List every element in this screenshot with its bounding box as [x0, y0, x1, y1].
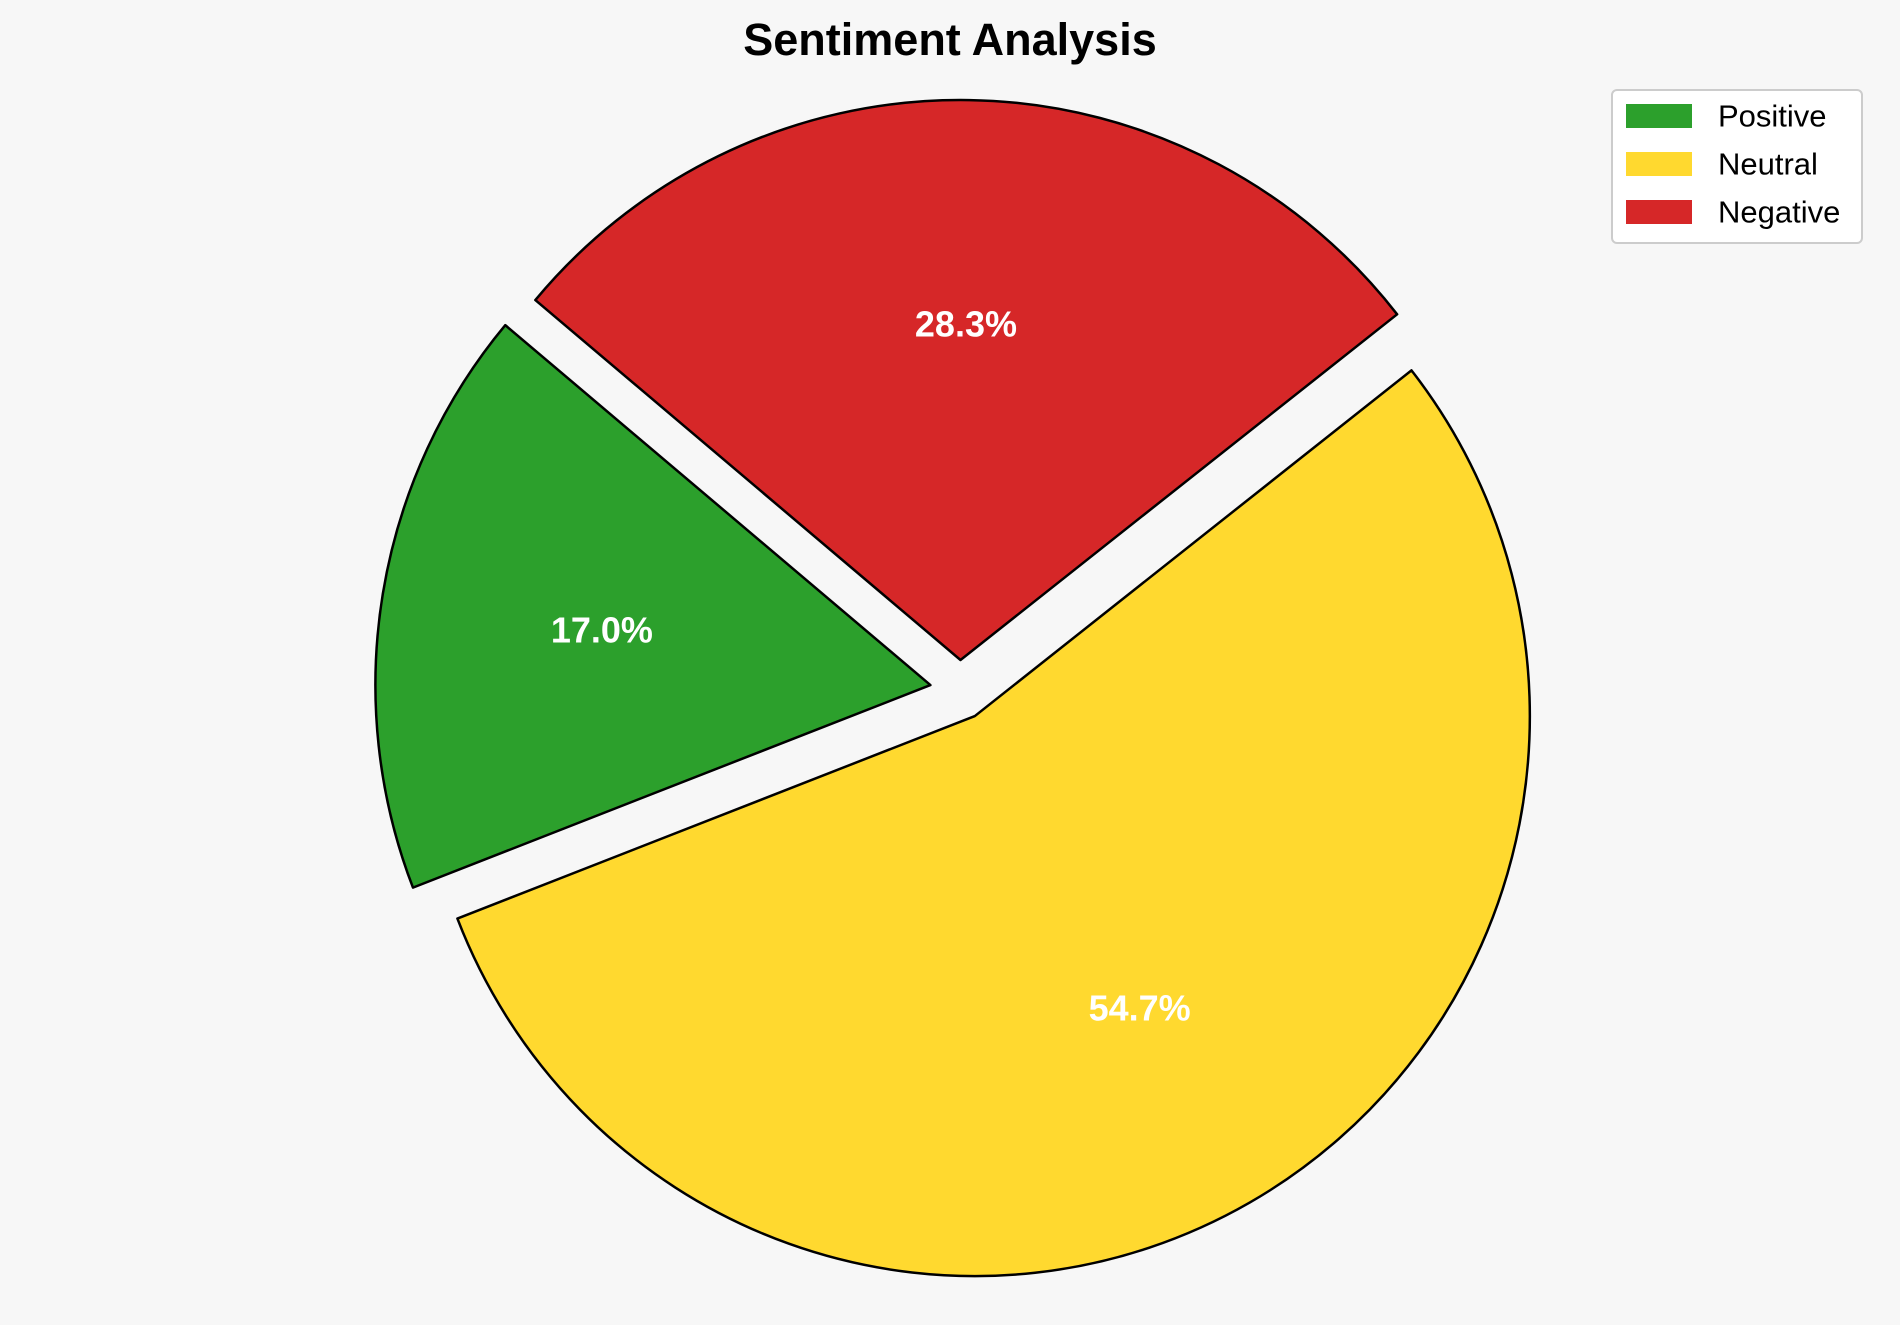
- slice-label-negative: 28.3%: [915, 304, 1017, 345]
- legend-swatch-positive: [1626, 104, 1692, 128]
- legend-swatch-neutral: [1626, 152, 1692, 176]
- slice-label-neutral: 54.7%: [1089, 988, 1191, 1029]
- pie-slice-neutral: [456, 369, 1532, 1278]
- legend-swatch-negative: [1626, 200, 1692, 224]
- pie-slice-positive: [374, 323, 932, 889]
- legend-items: Positive Neutral Negative: [1626, 99, 1840, 230]
- legend: Positive Neutral Negative: [1611, 89, 1863, 244]
- slice-label-positive: 17.0%: [551, 610, 653, 651]
- legend-label-neutral: Neutral: [1718, 147, 1818, 182]
- pie-slice-labels: 17.0% 54.7% 28.3%: [551, 304, 1191, 1029]
- legend-label-positive: Positive: [1718, 99, 1827, 134]
- chart-title: Sentiment Analysis: [743, 14, 1156, 65]
- pie-slices: [374, 98, 1532, 1278]
- pie-slice-negative: [534, 98, 1399, 662]
- legend-label-negative: Negative: [1718, 195, 1840, 230]
